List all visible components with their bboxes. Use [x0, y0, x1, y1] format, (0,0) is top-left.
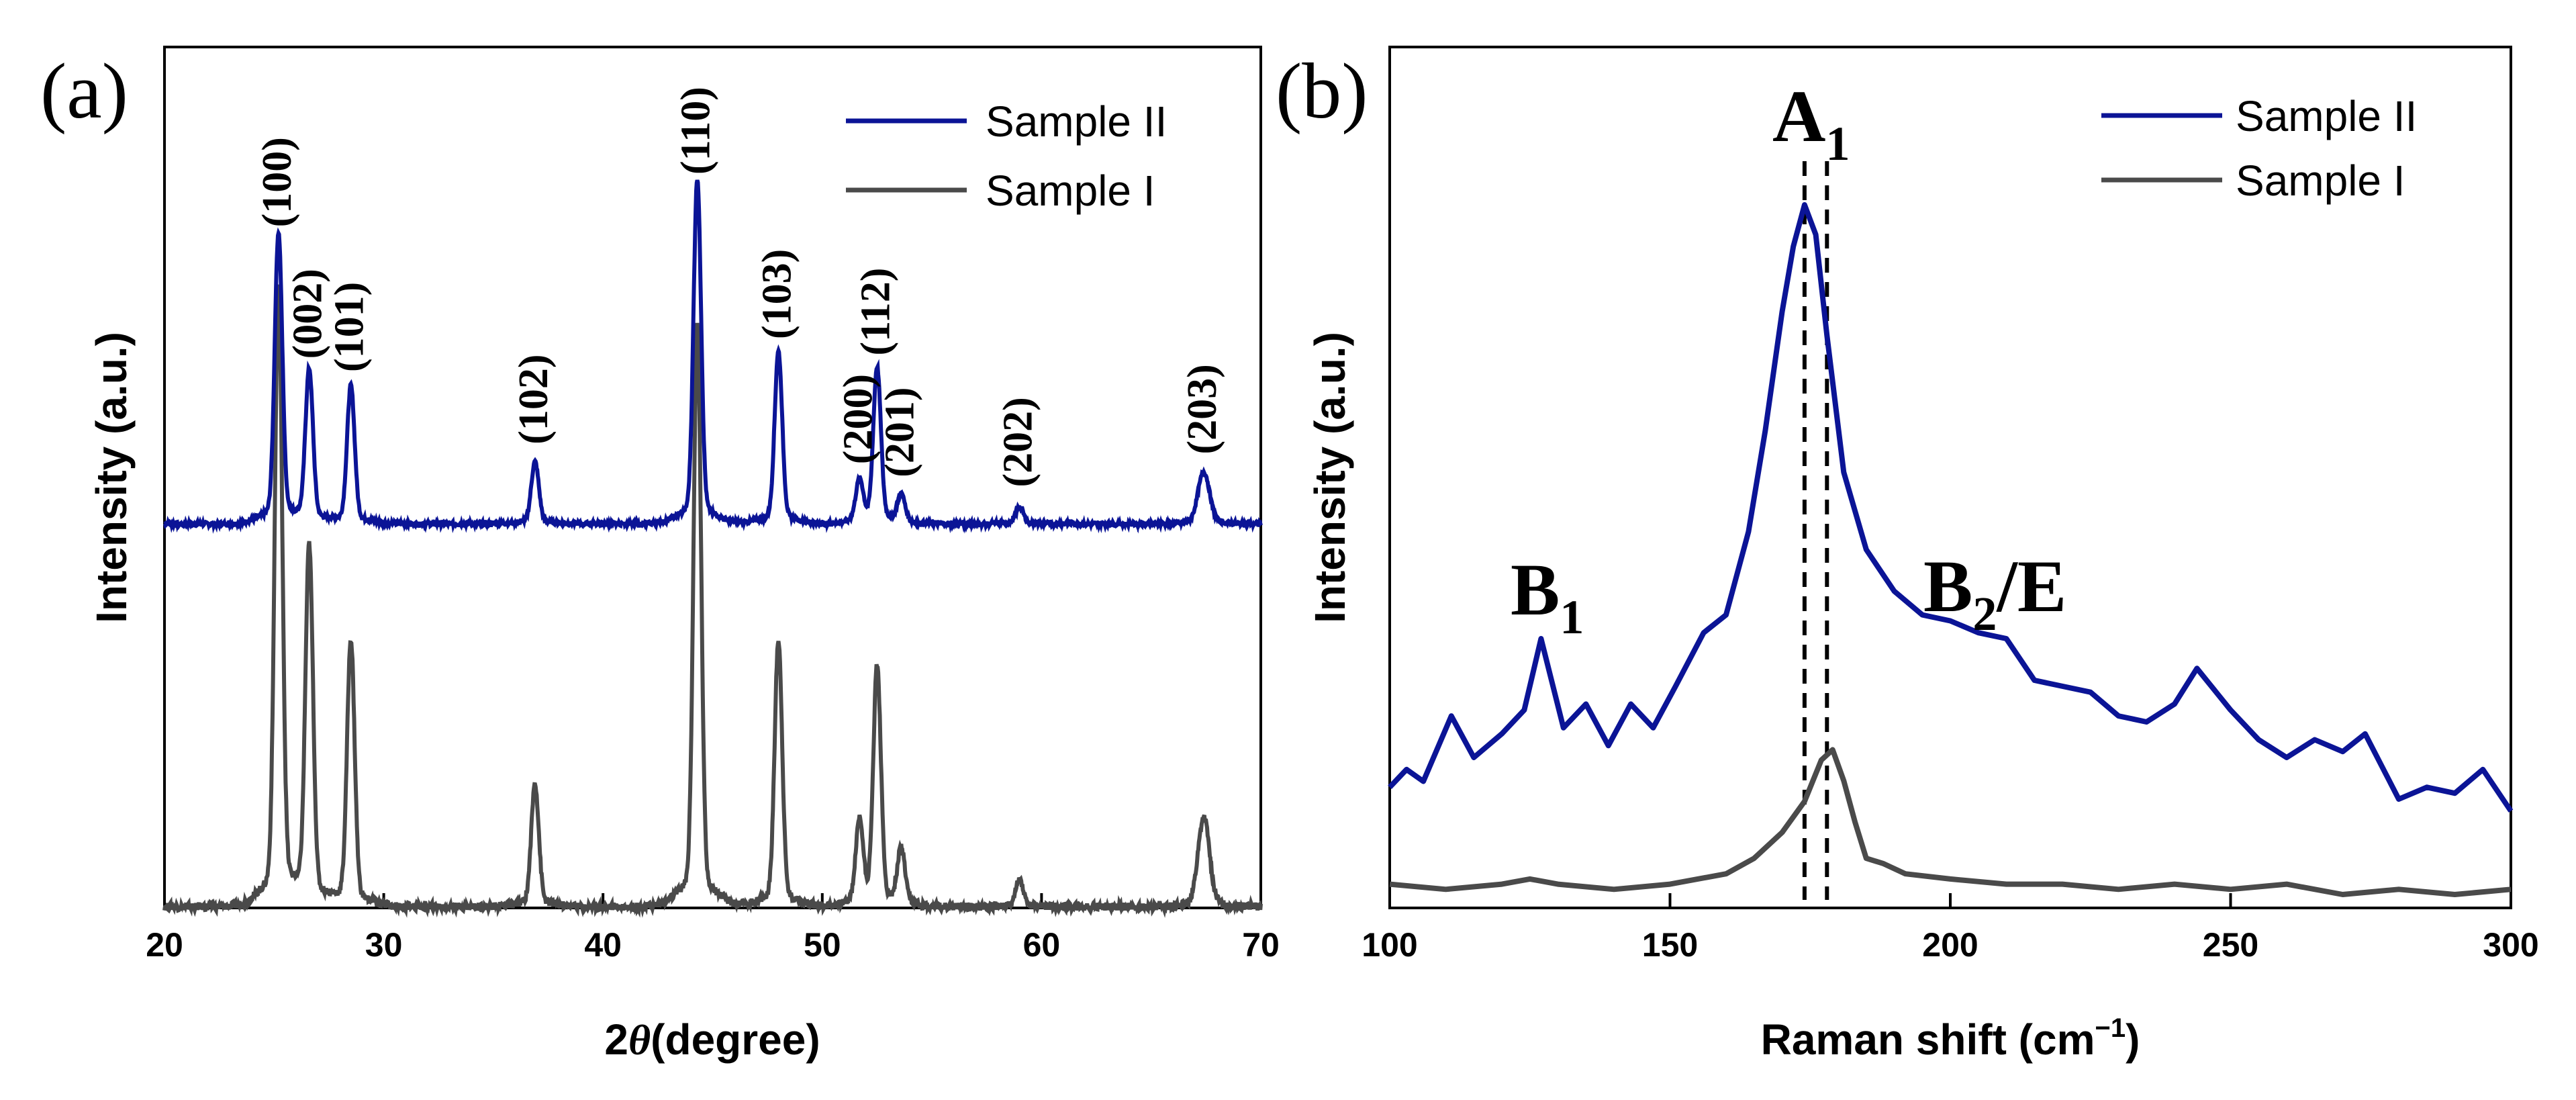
legend-label-sample-II: Sample II — [986, 97, 1167, 146]
peak-label: (201) — [877, 387, 922, 477]
peak-label: (202) — [996, 397, 1041, 487]
peak-label: (203) — [1180, 364, 1225, 454]
panel-b-raman: (b) 100 150 200 250 300 A1 B1 B2/E Sample II… — [1276, 46, 2539, 1064]
peak-label: (102) — [511, 355, 557, 445]
panel-a-x-tick-label: 70 — [1242, 926, 1280, 964]
peak-label: (200) — [835, 374, 881, 464]
panel-a-line-sample-II — [162, 179, 1263, 534]
panel-b-x-tick-label: 250 — [2203, 926, 2258, 964]
peak-label: (101) — [327, 282, 373, 372]
panel-b-series — [1388, 202, 2514, 897]
mode-label-B2-E: B2/E — [1923, 545, 2066, 641]
panel-b-x-tick-label: 100 — [1362, 926, 1417, 964]
panel-a-x-tick-label: 50 — [804, 926, 841, 964]
peak-label: (103) — [755, 249, 800, 339]
peak-label: (110) — [673, 87, 719, 175]
panel-a-y-axis-title: Intensity (a.u.) — [87, 332, 136, 623]
panel-b-y-axis-title: Intensity (a.u.) — [1306, 332, 1354, 623]
panel-a-x-ticks: 20 30 40 50 60 70 — [146, 893, 1280, 964]
peak-label: (002) — [285, 269, 331, 359]
legend-label-sample-I: Sample I — [986, 167, 1155, 215]
panel-b-x-tick-label: 150 — [1642, 926, 1698, 964]
panel-b-x-tick-label: 200 — [1922, 926, 1978, 964]
panel-b-legend: Sample II Sample I — [2101, 92, 2417, 205]
panel-a-x-tick-label: 40 — [584, 926, 622, 964]
peak-label: (112) — [853, 268, 899, 356]
panel-b-dashed-lines — [1802, 161, 1829, 900]
mode-label-A1: A1 — [1772, 75, 1850, 171]
panel-a-x-tick-label: 20 — [146, 926, 183, 964]
panel-b-label: (b) — [1276, 47, 1368, 135]
panel-b-line-sample-I — [1389, 747, 2512, 897]
legend-label-sample-I: Sample I — [2236, 156, 2405, 205]
panel-a-x-tick-label: 30 — [365, 926, 403, 964]
panel-b-x-axis-title: Raman shift (cm−1) — [1761, 1013, 2140, 1064]
panel-a-x-tick-label: 60 — [1023, 926, 1061, 964]
peak-label: (100) — [254, 137, 300, 227]
panel-a-frame — [163, 46, 1262, 909]
panel-b-line-sample-II — [1388, 202, 2514, 813]
panel-a-series — [162, 179, 1263, 918]
panel-a-xrd: (a) 20 30 40 50 60 70 (100) (002)(101) (102) (11… — [40, 46, 1280, 1064]
panel-a-label: (a) — [40, 47, 128, 135]
panel-a-line-sample-I — [162, 284, 1263, 918]
panel-a-peak-labels: (100) (002)(101) (102) (110) (103) (200) (112)… — [254, 87, 1225, 487]
legend-label-sample-II: Sample II — [2236, 92, 2417, 140]
panel-a-legend: Sample II Sample I — [846, 97, 1167, 215]
panel-b-x-tick-label: 300 — [2483, 926, 2538, 964]
panel-a-x-axis-title: 2θ(degree) — [604, 1015, 820, 1064]
mode-label-B1: B1 — [1511, 549, 1584, 644]
panel-b-x-ticks: 100 150 200 250 300 — [1362, 893, 2539, 964]
